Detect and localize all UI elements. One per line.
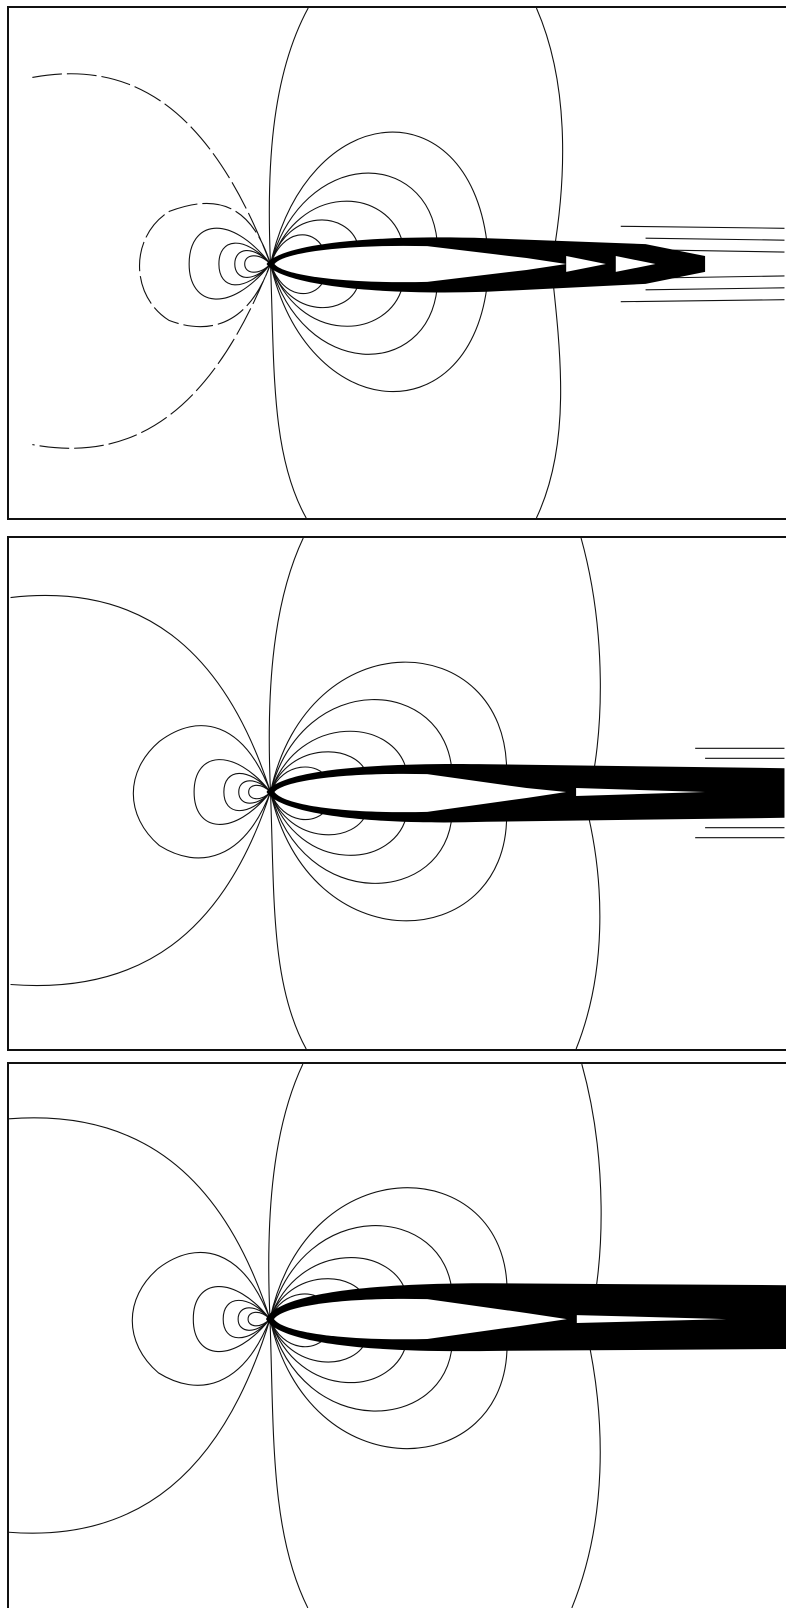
lobe-contours — [269, 1187, 508, 1450]
contour-panel-3 — [7, 1062, 786, 1608]
contour-panel-1 — [7, 6, 786, 520]
contour-plot-3 — [9, 1064, 786, 1608]
nested-contours — [188, 227, 271, 300]
lobe-contours — [269, 131, 488, 392]
lobe-contours — [269, 661, 508, 922]
contour-plot-1 — [32, 8, 785, 518]
contour-plot-2 — [10, 538, 785, 1049]
airfoil-wake — [266, 1283, 786, 1352]
contour-panel-2 — [7, 536, 786, 1051]
airfoil-wake — [266, 763, 785, 823]
nested-contours — [192, 1286, 271, 1353]
wake-lines — [620, 225, 785, 303]
wake-lines — [695, 747, 785, 839]
nested-contours — [193, 759, 271, 825]
airfoil-wake — [266, 237, 706, 293]
